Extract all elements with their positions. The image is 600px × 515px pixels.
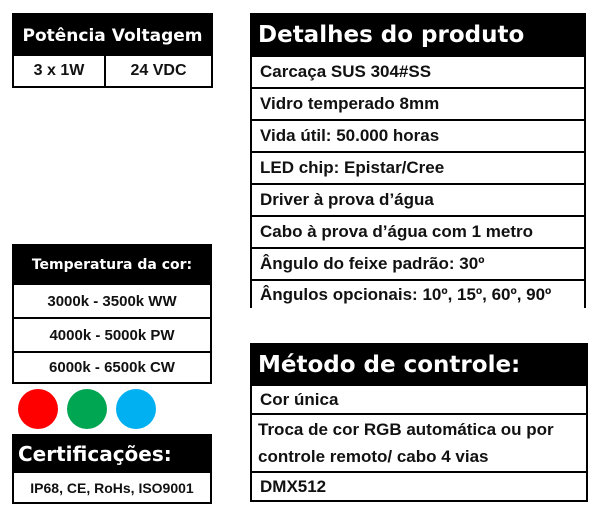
details-row: Vidro temperado 8mm: [252, 87, 584, 119]
details-row: Ângulos opcionais: 10º, 15º, 60º, 90º: [252, 279, 584, 309]
control-row: Cor única: [252, 384, 586, 413]
temperature-row: 4000k - 5000k PW: [14, 317, 210, 351]
control-title: Método de controle:: [258, 351, 521, 378]
temperature-title: Temperatura da cor:: [31, 256, 193, 273]
details-row: Carcaça SUS 304#SS: [252, 55, 584, 87]
details-row: Cabo à prova d’água com 1 metro: [252, 215, 584, 247]
green-dot-icon: [67, 389, 107, 429]
blue-dot-icon: [116, 389, 156, 429]
rgb-mix-icon: [166, 389, 208, 431]
certifications-table: Certificações: IP68, CE, RoHs, ISO9001: [12, 434, 212, 504]
temperature-row: 3000k - 3500k WW: [14, 283, 210, 317]
voltage-header: Voltagem: [111, 25, 203, 46]
certifications-title: Certificações:: [18, 441, 172, 466]
red-dot-icon: [18, 389, 58, 429]
power-value: 3 x 1W: [14, 56, 104, 86]
control-row: Troca de cor RGB automática ou por contr…: [252, 413, 586, 471]
color-temperature-table: Temperatura da cor: 3000k - 3500k WW 400…: [12, 244, 212, 384]
power-voltage-header: Potência Voltagem: [14, 15, 211, 56]
details-row: LED chip: Epistar/Cree: [252, 151, 584, 183]
product-details-table: Detalhes do produto Carcaça SUS 304#SS Vi…: [250, 13, 586, 309]
voltage-value: 24 VDC: [106, 56, 211, 86]
details-row: Ângulo do feixe padrão: 30º: [252, 247, 584, 279]
details-row: Vida útil: 50.000 horas: [252, 119, 584, 151]
certifications-value: IP68, CE, RoHs, ISO9001: [14, 471, 210, 502]
control-method-table: Método de controle: Cor única Troca de c…: [250, 343, 588, 502]
control-row: DMX512: [252, 471, 586, 500]
details-row: Driver à prova d’água: [252, 183, 584, 215]
temperature-row: 6000k - 6500k CW: [14, 351, 210, 382]
details-title: Detalhes do produto: [258, 22, 525, 48]
power-voltage-table: Potência Voltagem 3 x 1W 24 VDC: [12, 13, 213, 88]
power-header: Potência: [22, 25, 106, 46]
